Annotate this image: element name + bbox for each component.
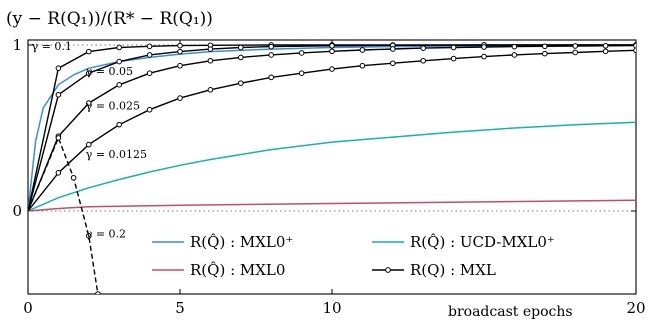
data-point <box>633 42 636 49</box>
data-point <box>55 135 62 141</box>
data-point <box>146 106 153 113</box>
data-point <box>329 66 335 72</box>
gamma-label: γ = 0.0125 <box>86 148 147 161</box>
data-point <box>86 48 92 55</box>
data-point <box>390 60 396 67</box>
data-point <box>55 91 62 98</box>
data-point <box>329 48 335 55</box>
data-point <box>329 43 335 49</box>
data-point <box>390 46 396 52</box>
data-point <box>268 74 275 81</box>
data-point <box>420 45 427 51</box>
data-point <box>116 44 122 51</box>
data-point <box>86 100 92 106</box>
y-tick-label: 1 <box>12 36 22 54</box>
data-point <box>146 70 153 77</box>
gamma-label: γ = 0.1 <box>32 40 72 53</box>
legend-label: R(Q̂) : MXL0⁺ <box>190 233 293 251</box>
y-axis-title: (y − R(Q₁))/(R* − R(Q₁)) <box>6 9 213 29</box>
series-line-2 <box>28 199 636 212</box>
legend: R(Q̂) : MXL0⁺ R(Q̂) : UCD-MXL0⁺ R(Q̂) : MX… <box>152 233 555 279</box>
data-point <box>95 291 101 294</box>
data-point <box>207 57 214 64</box>
gamma-label: γ = 0.025 <box>86 100 140 113</box>
data-point <box>70 174 77 181</box>
gamma-label: γ = 0.05 <box>86 65 133 78</box>
data-point <box>55 170 62 176</box>
data-point <box>572 43 579 49</box>
data-point <box>542 43 548 50</box>
x-tick-label: 10 <box>322 299 341 317</box>
data-point <box>602 48 609 55</box>
data-point <box>511 43 518 50</box>
legend-label: R(Q̂) : MXL0 <box>190 261 285 279</box>
data-point <box>177 95 183 101</box>
x-tick-label: 5 <box>175 299 185 317</box>
x-tick-label: 20 <box>626 299 645 317</box>
series-group <box>28 42 636 294</box>
data-point <box>146 43 153 50</box>
data-point <box>116 121 122 128</box>
x-tick-label: 0 <box>23 299 33 317</box>
data-point <box>86 233 92 239</box>
plot-frame <box>27 39 637 295</box>
data-point <box>238 44 244 51</box>
data-point <box>420 57 427 64</box>
data-point <box>359 62 366 69</box>
legend-marker <box>385 267 391 273</box>
data-point <box>298 70 305 77</box>
data-point <box>268 43 275 50</box>
data-point <box>450 44 457 51</box>
data-point <box>55 65 62 72</box>
data-point <box>602 43 609 49</box>
series-line-1 <box>28 121 636 212</box>
data-point <box>86 70 92 77</box>
y-tick-label: 0 <box>12 202 22 220</box>
x-axis-title: broadcast epochs <box>448 304 573 320</box>
data-point <box>481 44 487 50</box>
data-point <box>238 80 244 86</box>
data-point <box>238 54 244 61</box>
data-point <box>177 42 183 49</box>
data-point <box>116 58 122 65</box>
data-point <box>450 55 457 62</box>
gamma-label: γ = 0.2 <box>86 228 126 241</box>
legend-label: R(Q̂) : UCD-MXL0⁺ <box>410 233 555 251</box>
data-point <box>481 53 487 60</box>
plot-area: 0 5 10 20 0 1 γ = 0.1 γ = 0.05 γ = 0.025 γ = 0.01… <box>12 36 645 317</box>
data-point <box>207 46 214 52</box>
data-point <box>268 52 275 58</box>
data-point <box>116 82 122 88</box>
data-point <box>298 50 305 56</box>
legend-label: R(Q) : MXL <box>410 261 496 279</box>
data-point <box>511 52 518 58</box>
data-point <box>572 49 579 56</box>
data-point <box>359 47 366 53</box>
data-point <box>177 48 183 55</box>
data-point <box>86 141 92 148</box>
data-point <box>633 47 636 54</box>
data-point <box>542 50 548 57</box>
data-point <box>146 52 153 58</box>
data-point <box>207 87 214 93</box>
data-point <box>177 62 183 69</box>
